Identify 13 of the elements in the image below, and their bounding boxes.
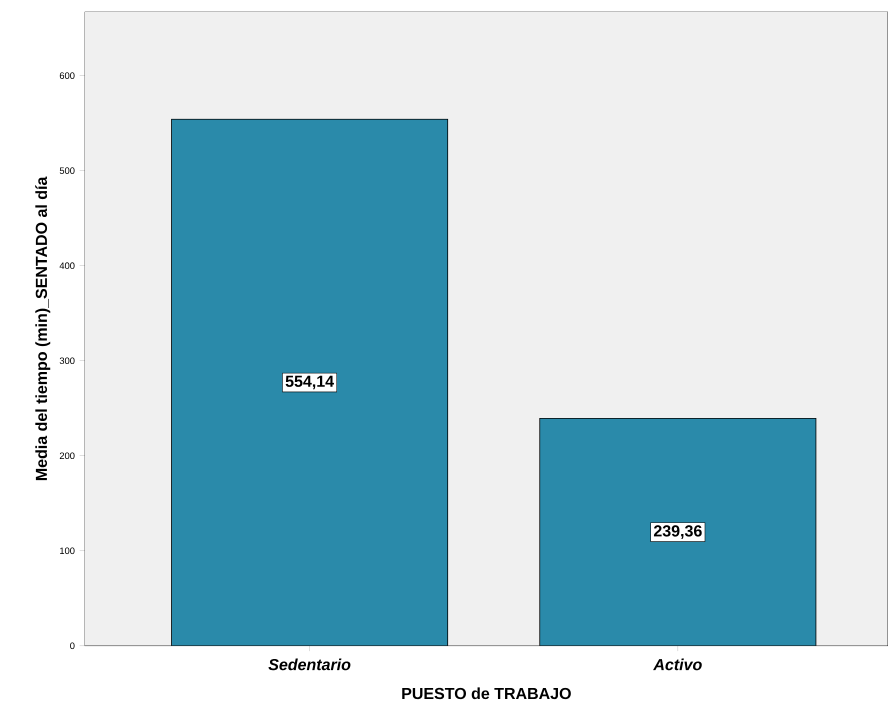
- y-tick-label: 200: [60, 452, 75, 460]
- data-label: 239,36: [654, 525, 702, 539]
- x-tick-label: Activo: [653, 658, 702, 670]
- y-tick-label: 500: [60, 168, 75, 174]
- y-tick-label: 600: [60, 72, 75, 80]
- y-tick-label: 300: [60, 358, 75, 364]
- y-tick-label: 100: [60, 548, 75, 554]
- x-axis-title: PUESTO de TRABAJO: [402, 688, 571, 700]
- y-axis-title: Media del tiempo (min)_SENTADO al día: [35, 176, 50, 480]
- x-tick-label: Sedentario: [268, 658, 350, 670]
- y-tick-label: 400: [60, 262, 75, 270]
- data-label: 554,14: [286, 376, 334, 390]
- y-tick-label: 0: [70, 642, 75, 650]
